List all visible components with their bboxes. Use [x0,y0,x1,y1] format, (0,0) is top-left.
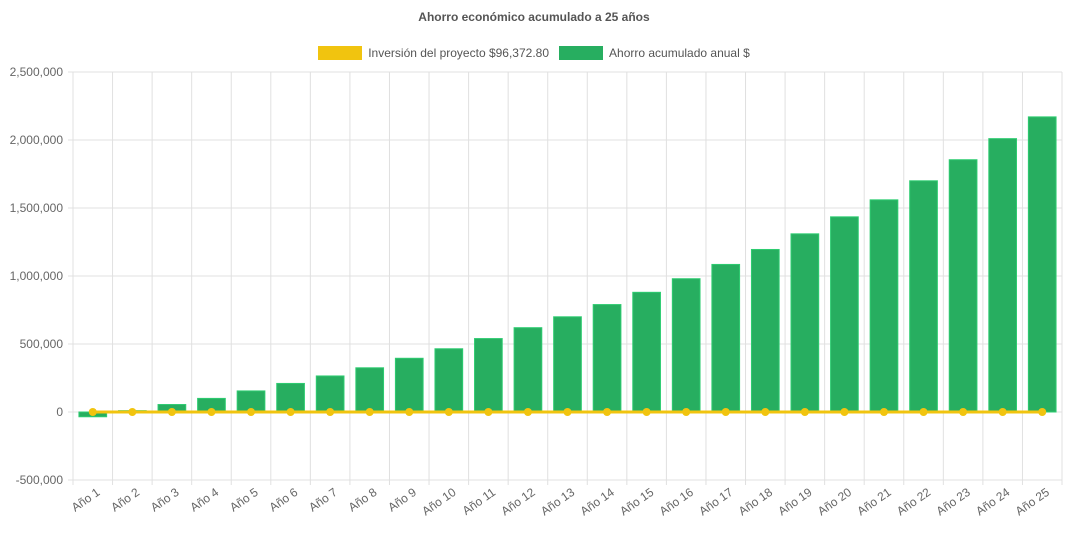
x-tick-label: Año 1 [69,485,103,515]
x-tick-label: Año 5 [227,485,261,515]
x-tick-label: Año 3 [148,485,182,515]
x-tick-label: Año 19 [775,485,814,518]
line-point [682,408,691,416]
line-point [642,408,651,416]
y-tick-label: -500,000 [16,473,64,487]
line-point [919,408,928,416]
bar [513,327,543,413]
line-point [1038,408,1047,416]
legend-swatch [318,46,363,60]
x-tick-label: Año 15 [617,485,656,518]
x-tick-label: Año 7 [306,485,340,515]
x-tick-label: Año 13 [538,485,577,518]
bar [632,291,661,413]
bar [1027,116,1057,413]
x-tick-label: Año 18 [736,485,775,518]
line-point [523,408,532,416]
line-point [800,408,809,416]
bar [592,304,622,413]
line-point [603,408,612,416]
bar [830,216,859,413]
bar [948,159,978,413]
bar [474,338,503,413]
x-tick-label: Año 23 [934,485,973,518]
x-tick-label: Año 17 [696,485,735,518]
line-point [879,408,888,416]
line-point [167,408,176,416]
bar [750,248,780,413]
legend: Inversión del proyecto $96,372.80 Ahorro… [0,46,1068,60]
line-point [761,408,770,416]
line-point [563,408,572,416]
line-point [998,408,1007,416]
x-tick-label: Año 10 [419,485,458,518]
line-point [286,408,295,416]
legend-item-savings[interactable]: Ahorro acumulado anual $ [559,46,750,60]
x-tick-label: Año 16 [657,485,696,518]
x-tick-label: Año 6 [267,485,301,515]
line-point [840,408,849,416]
legend-label: Ahorro acumulado anual $ [609,46,750,60]
bar [790,233,820,413]
x-tick-label: Año 8 [346,485,380,515]
x-tick-label: Año 21 [855,485,894,518]
x-tick-label: Año 24 [973,485,1012,518]
x-tick-label: Año 20 [815,485,854,518]
line-point [326,408,335,416]
line-point [88,408,97,416]
y-tick-label: 1,500,000 [10,201,64,215]
bar [711,263,741,413]
line-point [484,408,493,416]
x-tick-label: Año 4 [187,485,221,515]
y-tick-label: 0 [56,405,63,419]
line-point [207,408,216,416]
line-point [721,408,730,416]
line-point [959,408,968,416]
bar [909,180,938,413]
y-tick-label: 2,000,000 [10,133,64,147]
bar [988,138,1018,413]
x-tick-label: Año 11 [460,485,499,518]
y-tick-label: 2,500,000 [10,65,64,79]
line-point [365,408,374,416]
bar [869,199,899,413]
legend-swatch [559,46,604,60]
y-tick-label: 500,000 [20,337,64,351]
bar [553,316,582,413]
line-point [444,408,453,416]
bar [315,375,345,413]
x-tick-label: Año 12 [498,485,537,518]
legend-label: Inversión del proyecto $96,372.80 [368,46,550,60]
x-tick-label: Año 22 [894,485,933,518]
bar [355,367,385,413]
bar [671,278,701,413]
line-point [128,408,137,416]
y-tick-label: 1,000,000 [10,269,64,283]
bar [394,357,424,413]
bar [434,348,464,413]
x-tick-label: Año 14 [578,485,617,518]
bar [276,382,305,413]
x-tick-label: Año 25 [1013,485,1052,518]
line-point [405,408,414,416]
x-tick-label: Año 2 [108,485,142,515]
legend-item-investment[interactable]: Inversión del proyecto $96,372.80 [318,46,549,60]
line-point [247,408,256,416]
chart-title: Ahorro económico acumulado a 25 años [418,10,650,24]
x-tick-label: Año 9 [385,485,419,515]
